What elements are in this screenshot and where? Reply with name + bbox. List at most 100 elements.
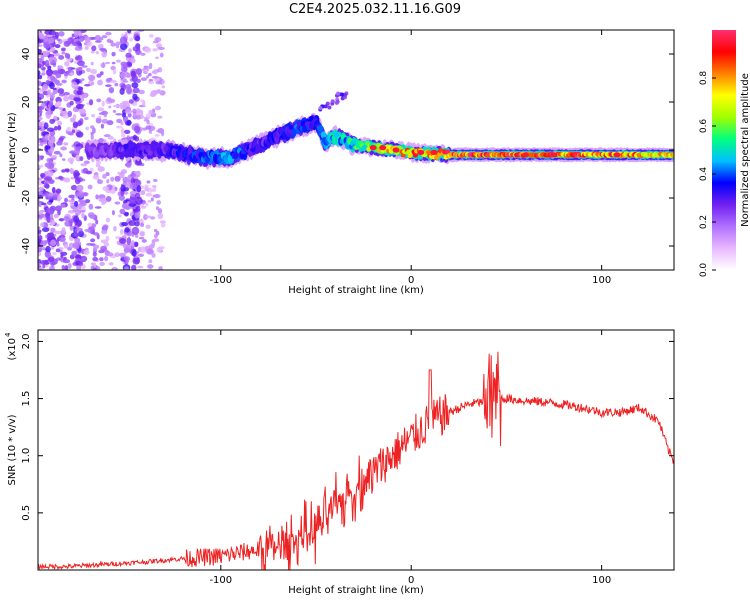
noise-mark — [155, 230, 160, 236]
noise-mark — [147, 264, 154, 269]
noise-mark — [47, 65, 52, 70]
noise-mark — [155, 81, 163, 85]
noise-mark — [117, 191, 122, 197]
noise-mark — [112, 104, 120, 108]
noise-mark — [100, 245, 107, 251]
noise-mark — [61, 79, 67, 84]
noise-mark — [60, 47, 66, 52]
noise-mark — [53, 115, 58, 121]
noise-mark — [75, 67, 83, 72]
noise-mark — [122, 243, 129, 249]
noise-mark — [59, 153, 63, 158]
noise-mark — [115, 113, 123, 116]
noise-mark — [63, 177, 71, 183]
noise-mark — [115, 236, 120, 239]
noise-mark — [55, 205, 62, 212]
noise-mark — [77, 120, 82, 127]
noise-mark — [95, 219, 99, 225]
noise-mark — [115, 44, 120, 49]
noise-mark — [131, 264, 137, 270]
noise-mark — [38, 194, 43, 198]
noise-mark — [69, 167, 74, 175]
noise-mark — [130, 58, 136, 64]
noise-mark — [64, 197, 68, 203]
noise-mark — [83, 160, 90, 165]
noise-mark — [52, 52, 60, 57]
noise-mark — [56, 141, 63, 146]
noise-mark — [61, 227, 66, 234]
noise-mark — [147, 72, 152, 77]
noise-mark — [55, 82, 63, 86]
noise-mark — [51, 186, 56, 194]
noise-mark — [90, 61, 94, 66]
noise-mark — [64, 265, 69, 270]
ridge-mark — [274, 136, 280, 143]
spectrogram-y-ticks: -40 -20 0 20 40 — [21, 48, 674, 254]
noise-mark — [41, 126, 45, 132]
ridge-peak — [521, 152, 529, 158]
ridge-peak — [417, 149, 425, 155]
noise-mark — [136, 185, 142, 193]
noise-mark — [152, 48, 159, 52]
noise-mark — [46, 68, 53, 77]
noise-mark — [141, 239, 147, 243]
noise-mark — [137, 253, 145, 257]
noise-mark — [110, 42, 117, 47]
noise-mark — [90, 214, 96, 219]
noise-mark — [49, 154, 58, 159]
noise-mark — [39, 139, 45, 143]
snr-frame — [37, 329, 675, 571]
noise-mark — [124, 266, 129, 270]
noise-mark — [132, 93, 138, 101]
noise-mark — [58, 175, 63, 180]
noise-mark — [67, 131, 73, 135]
noise-mark — [58, 137, 64, 141]
noise-mark — [161, 85, 166, 89]
noise-mark — [152, 185, 157, 188]
noise-mark — [160, 222, 166, 228]
noise-mark — [129, 182, 137, 190]
noise-mark — [120, 169, 128, 175]
noise-mark — [57, 65, 63, 70]
noise-mark — [137, 265, 144, 269]
noise-mark — [91, 45, 97, 52]
noise-mark — [152, 40, 159, 44]
noise-mark — [108, 105, 112, 109]
noise-mark — [45, 111, 52, 119]
noise-mark — [70, 176, 75, 180]
spectrogram-panel: -100 0 100 -40 -20 0 20 40 Height of straight … — [7, 29, 675, 296]
noise-mark — [44, 59, 50, 68]
x-tick-label: 0 — [408, 275, 414, 286]
noise-mark — [105, 235, 110, 242]
ridge-mark — [255, 144, 261, 154]
noise-mark — [90, 68, 98, 75]
noise-mark — [155, 206, 160, 211]
noise-mark — [125, 86, 133, 95]
noise-mark — [132, 45, 141, 52]
ridge-mark — [320, 131, 327, 139]
noise-mark — [123, 247, 131, 253]
noise-mark — [55, 188, 62, 194]
noise-mark — [145, 215, 152, 219]
x-tick-label: 100 — [592, 275, 611, 286]
ridge-mark — [323, 104, 328, 109]
noise-mark — [92, 256, 98, 262]
noise-mark — [88, 74, 96, 81]
noise-mark — [119, 238, 127, 245]
noise-mark — [45, 145, 51, 150]
noise-mark — [134, 241, 139, 248]
noise-mark — [97, 43, 104, 50]
noise-mark — [134, 35, 141, 42]
noise-mark — [129, 37, 133, 42]
noise-mark — [95, 159, 101, 166]
noise-mark — [100, 123, 105, 129]
ridge-mark — [291, 128, 297, 135]
noise-mark — [38, 266, 44, 270]
noise-mark — [124, 227, 130, 233]
noise-mark — [125, 162, 132, 167]
noise-mark — [81, 78, 85, 82]
noise-mark — [60, 251, 68, 256]
noise-mark — [101, 201, 106, 205]
noise-mark — [60, 146, 68, 151]
noise-mark — [51, 251, 57, 256]
